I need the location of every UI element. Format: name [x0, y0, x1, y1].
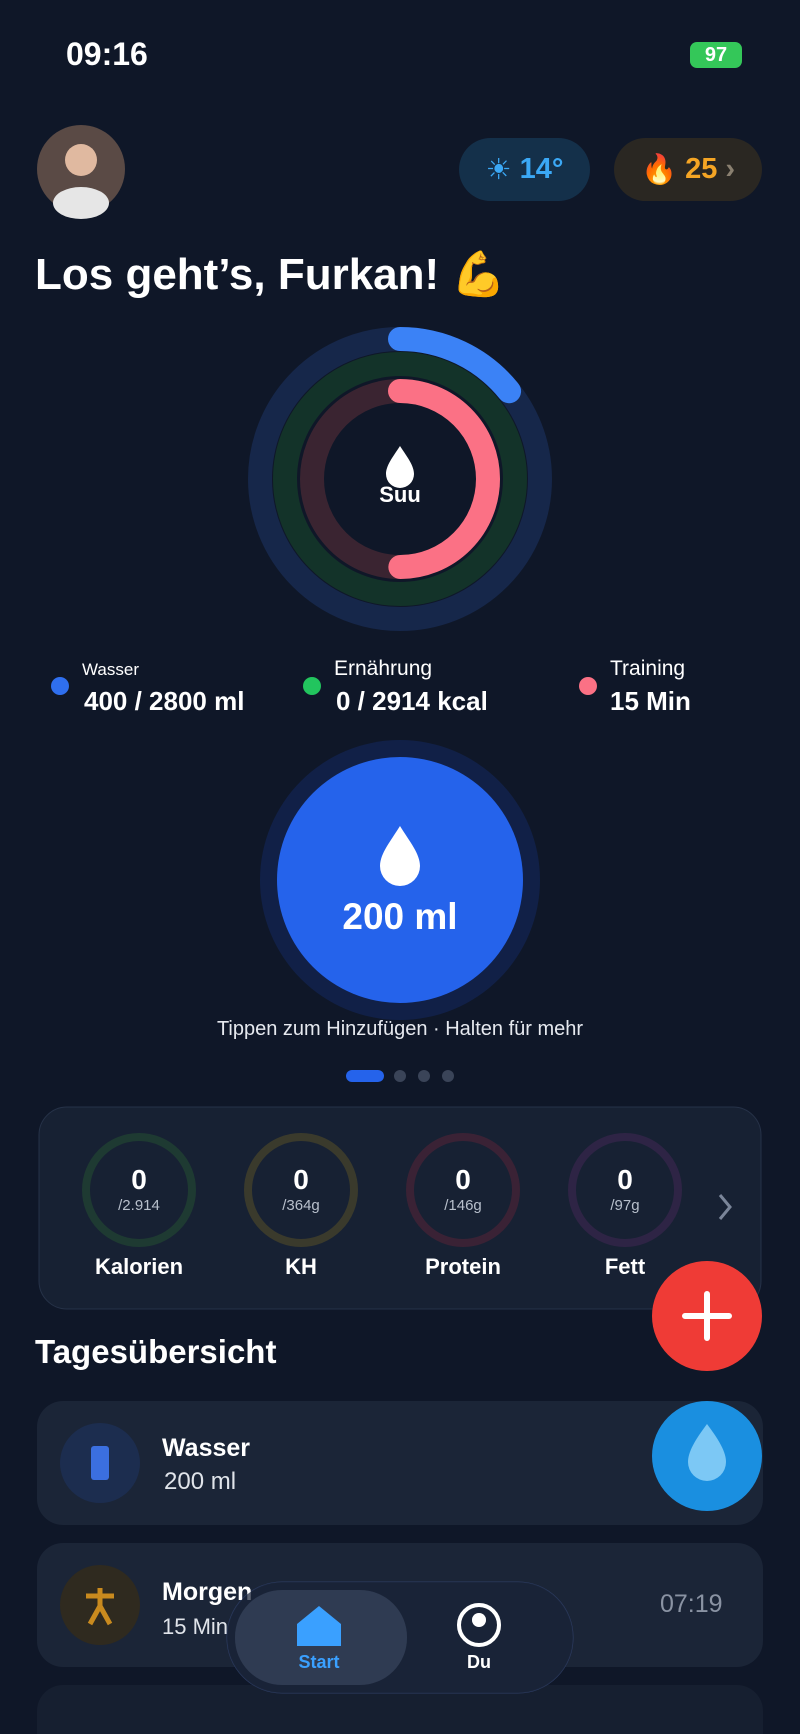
leaf-icon: [386, 446, 414, 488]
nutrition-ring-track: [273, 352, 527, 606]
legend-label: Ernährung: [334, 657, 433, 680]
macro-value: 0: [293, 1164, 309, 1195]
macro-label: KH: [285, 1254, 317, 1279]
ring-label: Suu: [379, 482, 421, 507]
chevron[interactable]: [718, 1194, 732, 1220]
tab-label[interactable]: Start: [298, 1652, 340, 1672]
macro-ring: [244, 1133, 358, 1247]
activity-icon: [86, 1588, 114, 1626]
macro-label: Protein: [425, 1254, 501, 1279]
entry-time: 07:19: [660, 1590, 723, 1618]
legend-label: Wasser: [82, 660, 139, 679]
weather-pill[interactable]: ☀ 14°: [459, 138, 590, 201]
avatar-shirt: [53, 187, 109, 219]
plus-icon: [682, 1291, 732, 1341]
macro-goal: /364g: [282, 1197, 320, 1214]
water-amount[interactable]: 200 ml: [342, 896, 458, 937]
avatar-face: [65, 144, 97, 176]
tab-label[interactable]: Du: [467, 1652, 491, 1672]
section-title: Tagesübersicht: [35, 1333, 277, 1370]
water-entry-card[interactable]: [37, 1401, 763, 1525]
entry-title: Morgen: [162, 1578, 253, 1606]
macro-value: 0: [131, 1164, 147, 1195]
sun-icon: ☀: [485, 154, 512, 186]
legend-label: Training: [610, 657, 686, 680]
page-dot: [346, 1070, 384, 1082]
macro-ring: [82, 1133, 196, 1247]
macro-goal: /97g: [610, 1197, 640, 1214]
macro-ring: [568, 1133, 682, 1247]
profile-icon[interactable]: [457, 1603, 501, 1647]
page-dot: [418, 1070, 430, 1082]
page-dot: [442, 1070, 454, 1082]
macro-ring: [406, 1133, 520, 1247]
macro-goal: /2.914: [118, 1197, 160, 1214]
streak: 25: [685, 153, 718, 185]
dot: [303, 677, 321, 695]
streak-pill[interactable]: 🔥 25 ›: [614, 138, 762, 201]
drop-icon: [380, 826, 420, 886]
legend-value: 15 Min: [610, 686, 691, 716]
weather: 14°: [519, 153, 564, 185]
entry-detail: 200 ml: [164, 1468, 237, 1495]
profile-head: [472, 1613, 486, 1627]
hint: Tippen zum Hinzufügen · Halten für mehr: [216, 1018, 584, 1040]
tab-icons: [235, 1590, 501, 1685]
legend-value: 400 / 2800 ml: [84, 686, 245, 716]
greeting: Los geht’s, Furkan! 💪: [35, 250, 507, 299]
dot: [579, 677, 597, 695]
macro-goal: /146g: [444, 1197, 482, 1214]
page-dot: [394, 1070, 406, 1082]
water-ring: [248, 327, 552, 631]
training-ring: [300, 379, 500, 579]
home-icon[interactable]: [297, 1606, 341, 1646]
faded-card: [37, 1685, 763, 1734]
macro-value: 0: [617, 1164, 633, 1195]
flame-icon: 🔥: [640, 153, 678, 186]
macro-label: Kalorien: [94, 1254, 184, 1279]
legend-value: 0 / 2914 kcal: [336, 686, 488, 716]
entry-title: Wasser: [162, 1434, 251, 1462]
chevron: ›: [725, 153, 736, 185]
macro-value: 0: [455, 1164, 471, 1195]
dot: [51, 677, 69, 695]
entry-detail: 15 Min: [162, 1614, 229, 1639]
mascot: [688, 1424, 726, 1481]
clock: 09:16: [66, 36, 148, 72]
macro-label: Fett: [604, 1254, 646, 1279]
glass-icon: [91, 1446, 109, 1480]
battery: 97: [690, 42, 742, 68]
